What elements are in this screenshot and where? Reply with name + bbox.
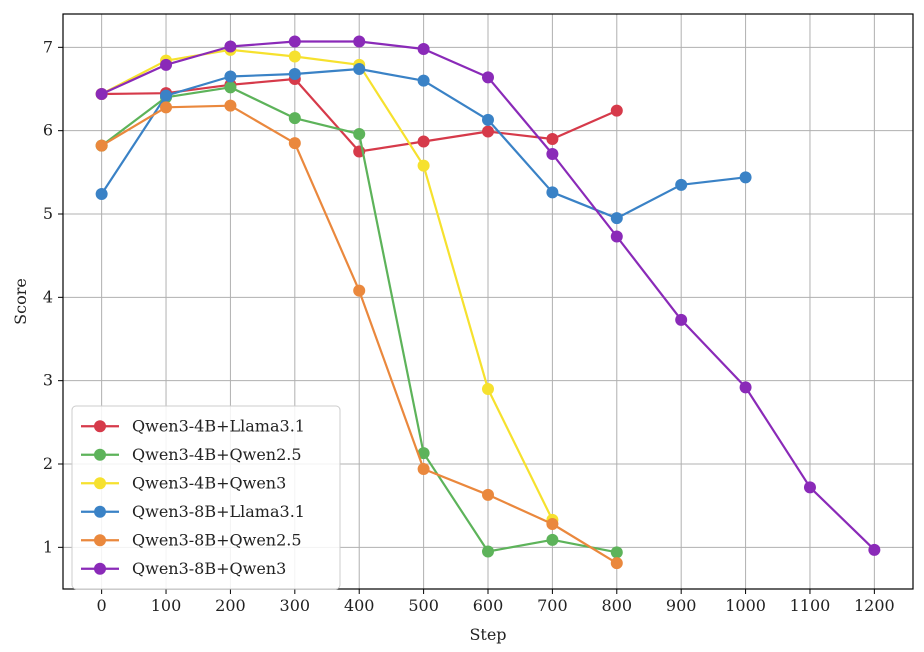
legend-swatch-marker [94,505,106,518]
x-tick-label: 0 [97,596,107,615]
series-layer [95,35,881,570]
data-point [546,518,559,530]
data-point [417,43,430,55]
legend: Qwen3-4B+Llama3.1 Qwen3-4B+Qwen2.5 Qwen3-4… [71,405,341,590]
data-point [417,74,430,87]
x-axis-label: Step [469,625,506,644]
data-point [224,99,237,112]
data-point [610,546,623,559]
data-point [546,533,559,546]
data-point [224,70,237,83]
x-tick-label: 300 [280,596,311,615]
legend-label: Qwen3-8B+Llama3.1 [132,502,305,521]
data-point [610,212,623,225]
data-point [610,104,623,117]
data-point [160,101,173,114]
legend-item: Qwen3-8B+Qwen3 [81,559,286,578]
data-point [868,543,881,556]
ticks: 0 100 200 300 400 500 600 700 800 900 1000 1100 1200… [43,37,895,615]
data-point [739,171,752,184]
data-point [353,284,366,297]
series-Qwen3-8B+Qwen3 [95,35,881,556]
legend-item: Qwen3-8B+Llama3.1 [81,502,305,521]
data-point [482,545,494,558]
x-tick-label: 200 [215,596,246,615]
data-point [224,81,237,94]
data-point [353,63,366,75]
x-tick-label: 700 [537,596,568,615]
x-tick-label: 1200 [854,596,895,615]
x-tick-label: 1100 [790,596,831,615]
x-tick-label: 800 [602,596,633,615]
legend-box [71,405,341,590]
data-point [95,88,108,100]
data-point [288,50,301,63]
series-line [101,48,554,521]
data-point [288,112,301,125]
data-point [482,113,494,126]
data-point [160,89,173,102]
data-point [610,230,623,243]
data-point [224,40,237,53]
data-point [353,35,366,48]
y-tick-label: 4 [43,287,53,306]
data-point [675,313,688,326]
x-tick-label: 900 [666,596,697,615]
data-point [95,188,108,200]
data-point [288,68,301,80]
data-point [482,383,494,395]
data-point [353,128,366,140]
legend-item: Qwen3-4B+Llama3.1 [81,416,305,435]
legend-item: Qwen3-8B+Qwen2.5 [81,530,302,549]
legend-label: Qwen3-8B+Qwen3 [132,559,286,578]
data-point [546,148,559,160]
data-point [675,178,688,191]
y-tick-label: 5 [43,204,53,223]
x-tick-label: 1000 [725,596,766,615]
data-point [417,135,430,148]
y-tick-label: 3 [43,371,53,390]
data-point [546,186,559,199]
y-tick-label: 1 [43,537,53,556]
series-Qwen3-8B+Llama3.1 [95,63,752,225]
data-point [95,139,108,152]
data-point [288,35,301,48]
x-tick-label: 600 [473,596,504,615]
legend-swatch-marker [94,420,106,433]
y-tick-label: 6 [43,121,53,140]
legend-swatch-marker [94,534,106,547]
y-tick-label: 7 [43,37,53,56]
series-Qwen3-8B+Qwen2.5 [95,99,623,570]
data-point [803,481,816,494]
data-point [482,71,494,84]
legend-label: Qwen3-4B+Qwen3 [132,473,286,492]
legend-label: Qwen3-4B+Qwen2.5 [132,445,302,464]
x-tick-label: 100 [151,596,182,615]
data-point [288,137,301,150]
data-point [417,159,430,172]
x-tick-label: 500 [408,596,439,615]
data-point [610,557,623,570]
legend-item: Qwen3-4B+Qwen2.5 [81,445,302,464]
legend-swatch-marker [94,562,106,575]
x-tick-label: 400 [344,596,375,615]
legend-swatch-marker [94,477,106,490]
data-point [160,58,173,71]
data-point [417,463,430,475]
data-point [417,447,430,460]
data-point [482,125,494,138]
data-point [739,381,752,394]
legend-label: Qwen3-8B+Qwen2.5 [132,530,302,549]
legend-label: Qwen3-4B+Llama3.1 [132,416,305,435]
legend-swatch-marker [94,448,106,461]
data-point [546,133,559,145]
legend-item: Qwen3-4B+Qwen3 [81,473,286,492]
y-axis-label: Score [11,278,30,325]
y-tick-label: 2 [43,454,53,473]
data-point [482,488,494,501]
